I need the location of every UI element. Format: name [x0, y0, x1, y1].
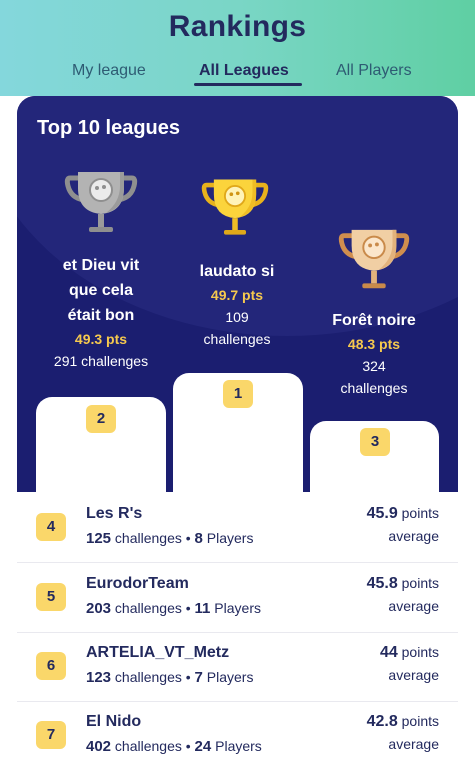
rank-badge: 3	[360, 428, 390, 456]
challenges-count: 402	[86, 738, 112, 755]
rank-badge: 6	[36, 652, 66, 680]
bronze-trophy-icon	[338, 229, 410, 289]
tab-all-players[interactable]: All Players	[336, 62, 412, 79]
rank-badge: 4	[36, 513, 66, 541]
points-label: points	[401, 713, 439, 729]
points-label: points	[401, 644, 439, 660]
third-place-info: Forêt noire 48.3 pts 324 challenges	[304, 308, 444, 399]
points-label: points	[401, 575, 439, 591]
average-points: 45.9	[366, 505, 398, 522]
league-stats: 203 challenges • 11 Players	[86, 600, 261, 617]
challenges-label: challenges	[114, 530, 182, 546]
players-label: Players	[206, 530, 254, 546]
list-divider	[17, 562, 458, 563]
league-name: EurodorTeam	[86, 575, 189, 592]
rankings-header: Rankings My league All Leagues All Playe…	[0, 0, 475, 96]
first-place-challenges-label: challenges	[203, 331, 271, 347]
podium-step-second: 2	[36, 397, 166, 492]
list-divider	[17, 701, 458, 702]
first-place-points: 49.7 pts	[210, 287, 264, 303]
page-title: Rankings	[168, 10, 307, 43]
second-place-name-line: était bon	[67, 307, 135, 324]
league-stats: 123 challenges • 7 Players	[86, 669, 254, 686]
players-count: 24	[194, 738, 212, 755]
tab-my-league[interactable]: My league	[72, 62, 146, 79]
second-place-challenges: 291 challenges	[53, 353, 149, 369]
players-label: Players	[214, 600, 261, 616]
players-label: Players	[215, 738, 262, 754]
players-label: Players	[206, 669, 254, 685]
challenges-label: challenges	[114, 600, 182, 616]
challenges-label: challenges	[114, 669, 182, 685]
challenges-count: 203	[86, 600, 112, 617]
podium-step-first: 1	[173, 373, 303, 492]
average-label: average	[388, 598, 439, 614]
third-place-challenges-label: challenges	[340, 380, 408, 396]
list-item[interactable]: 4 Les R's 125 challenges • 8 Players 45.…	[17, 492, 458, 562]
league-name: ARTELIA_VT_Metz	[86, 644, 230, 661]
challenges-count: 123	[86, 669, 112, 686]
average-points: 45.8	[366, 575, 398, 592]
league-stats: 125 challenges • 8 Players	[86, 530, 254, 547]
points-value: 45.9 points	[367, 505, 439, 523]
players-count: 8	[194, 530, 203, 547]
third-place-challenges-count: 324	[362, 358, 386, 374]
average-points: 44	[379, 644, 398, 661]
points-value: 45.8 points	[367, 575, 439, 593]
podium-step-third: 3	[310, 421, 439, 492]
first-place-challenges-count: 109	[225, 309, 249, 325]
average-label: average	[388, 667, 439, 683]
tab-all-leagues[interactable]: All Leagues	[199, 62, 289, 79]
list-item[interactable]: 6 ARTELIA_VT_Metz 123 challenges • 7 Pla…	[17, 631, 458, 701]
average-points: 42.8	[366, 713, 398, 730]
rank-badge: 5	[36, 583, 66, 611]
rank-badge: 2	[86, 405, 116, 433]
points-label: points	[401, 505, 439, 521]
league-stats: 402 challenges • 24 Players	[86, 738, 262, 755]
gold-trophy-icon	[201, 179, 269, 235]
first-place-name: laudato si	[199, 263, 275, 280]
silver-trophy-icon	[64, 172, 138, 232]
points-value: 44 points	[380, 644, 439, 662]
league-name: El Nido	[86, 713, 142, 730]
challenges-label: challenges	[114, 738, 182, 754]
list-item[interactable]: 7 El Nido 402 challenges • 24 Players 42…	[17, 700, 458, 763]
rank-badge: 7	[36, 721, 66, 749]
second-place-info: et Dieu vit que cela était bon 49.3 pts …	[31, 253, 171, 372]
challenges-count: 125	[86, 530, 112, 547]
third-place-points: 48.3 pts	[347, 336, 401, 352]
points-value: 42.8 points	[367, 713, 439, 731]
list-item[interactable]: 5 EurodorTeam 203 challenges • 11 Player…	[17, 562, 458, 632]
first-place-info: laudato si 49.7 pts 109 challenges	[167, 259, 307, 350]
league-name: Les R's	[86, 505, 143, 522]
podium-title: Top 10 leagues	[37, 117, 181, 139]
second-place-name-line: et Dieu vit	[62, 257, 140, 274]
list-divider	[17, 632, 458, 633]
average-label: average	[388, 528, 439, 544]
players-count: 11	[194, 600, 211, 617]
players-count: 7	[194, 669, 203, 686]
second-place-name-line: que cela	[68, 282, 134, 299]
average-label: average	[388, 736, 439, 752]
third-place-name: Forêt noire	[332, 312, 416, 329]
second-place-points: 49.3 pts	[74, 331, 128, 347]
rank-badge: 1	[223, 380, 253, 408]
active-tab-indicator	[194, 83, 302, 86]
podium-card: Top 10 leagues et Dieu vit que cela étai…	[17, 96, 458, 492]
